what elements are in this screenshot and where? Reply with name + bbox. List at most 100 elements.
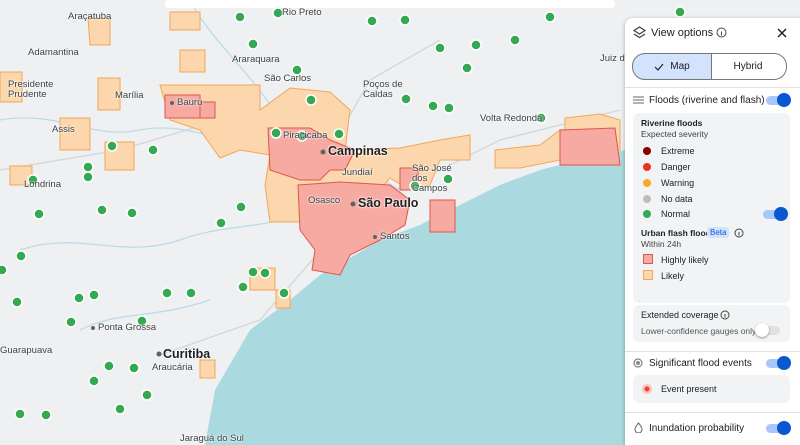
gauge-marker[interactable] <box>215 217 227 229</box>
gauge-marker[interactable] <box>33 208 45 220</box>
normal-swatch <box>643 210 651 218</box>
gauge-marker[interactable] <box>442 173 454 185</box>
extreme-swatch <box>643 147 651 155</box>
hybrid-button-label: Hybrid <box>733 61 763 72</box>
city-label: Rio Preto <box>282 7 322 18</box>
gauge-marker[interactable] <box>27 174 39 186</box>
gauge-marker[interactable] <box>103 360 115 372</box>
city-label: Santos <box>380 231 410 242</box>
gauge-marker[interactable] <box>259 267 271 279</box>
close-button[interactable] <box>777 28 787 38</box>
search-bar-edge <box>165 0 615 8</box>
city-label: Guarapuava <box>0 345 53 356</box>
gauge-marker[interactable] <box>399 14 411 26</box>
gauge-marker[interactable] <box>82 161 94 173</box>
gauge-marker[interactable] <box>114 403 126 415</box>
gauge-marker[interactable] <box>128 362 140 374</box>
gauge-marker[interactable] <box>235 201 247 213</box>
check-icon <box>654 63 664 71</box>
gauge-marker[interactable] <box>544 11 556 23</box>
gauge-marker[interactable] <box>247 38 259 50</box>
legend-subtitle: Within 24h <box>641 239 682 249</box>
info-icon[interactable] <box>720 310 730 320</box>
legend-item: Normal <box>661 209 691 219</box>
flood-icon <box>633 96 644 104</box>
city-label: Marília <box>115 90 144 101</box>
gauge-marker[interactable] <box>11 296 23 308</box>
city-label: Jaraguá do Sul <box>180 433 244 444</box>
gauge-marker[interactable] <box>272 7 284 19</box>
gauge-marker[interactable] <box>270 127 282 139</box>
floods-toggle[interactable] <box>766 93 791 107</box>
no-data-swatch <box>643 195 651 203</box>
legend-item: Highly likely <box>661 255 709 265</box>
gauge-marker[interactable] <box>366 15 378 27</box>
panel-title: View options <box>651 27 714 39</box>
event-icon <box>633 358 643 368</box>
legend-item: Likely <box>661 271 685 281</box>
city-label: Araçatuba <box>68 11 112 22</box>
gauge-marker[interactable] <box>237 281 249 293</box>
gauge-marker[interactable] <box>247 266 259 278</box>
gauge-marker[interactable] <box>106 140 118 152</box>
gauge-marker[interactable] <box>96 204 108 216</box>
highly-likely-areas <box>164 94 621 276</box>
divider <box>625 87 800 88</box>
city-label: Araucária <box>152 362 193 373</box>
gauge-marker[interactable] <box>40 409 52 421</box>
gauge-marker[interactable] <box>509 34 521 46</box>
extended-toggle[interactable] <box>755 323 780 337</box>
city-label: Presidente Prudente <box>8 79 54 100</box>
gauge-marker[interactable] <box>400 93 412 105</box>
gauge-marker[interactable] <box>15 250 27 262</box>
gauge-marker[interactable] <box>65 316 77 328</box>
city-label: Juiz de <box>600 53 631 64</box>
city-label: Volta Redonda <box>480 113 543 124</box>
extended-option: Lower-confidence gauges only <box>641 326 757 336</box>
city-markers <box>91 101 377 357</box>
gauge-marker[interactable] <box>234 11 246 23</box>
gauge-marker[interactable] <box>333 128 345 140</box>
city-label: São Paulo <box>358 196 419 210</box>
gauge-marker[interactable] <box>427 100 439 112</box>
drop-icon <box>634 422 643 433</box>
gauge-marker[interactable] <box>434 42 446 54</box>
gauge-marker[interactable] <box>14 408 26 420</box>
gauge-marker[interactable] <box>82 171 94 183</box>
gauge-marker[interactable] <box>161 287 173 299</box>
gauge-marker[interactable] <box>278 287 290 299</box>
gauge-marker[interactable] <box>461 62 473 74</box>
city-label: Curitiba <box>163 347 211 361</box>
gauge-marker[interactable] <box>535 112 547 124</box>
gauge-marker[interactable] <box>185 287 197 299</box>
city-label: Campinas <box>328 144 388 158</box>
city-label: Bauru <box>177 97 203 108</box>
events-toggle[interactable] <box>766 356 791 370</box>
gauge-marker[interactable] <box>470 39 482 51</box>
gauge-marker[interactable] <box>88 375 100 387</box>
likely-swatch <box>643 270 653 280</box>
map-button[interactable]: Map <box>632 53 712 80</box>
gauge-marker[interactable] <box>409 180 421 192</box>
legend-box <box>633 113 790 303</box>
gauge-marker[interactable] <box>147 144 159 156</box>
normal-toggle[interactable] <box>763 207 788 221</box>
inundation-toggle[interactable] <box>766 421 791 435</box>
info-icon[interactable] <box>716 27 727 38</box>
gauge-marker[interactable] <box>291 64 303 76</box>
gauge-marker[interactable] <box>305 94 317 106</box>
gauge-marker[interactable] <box>443 102 455 114</box>
info-icon[interactable] <box>734 228 744 238</box>
gauge-marker[interactable] <box>0 264 8 276</box>
gauge-marker[interactable] <box>88 289 100 301</box>
events-box <box>633 375 790 403</box>
city-label: São Carlos <box>264 73 311 84</box>
gauge-marker[interactable] <box>73 292 85 304</box>
gauge-marker[interactable] <box>141 389 153 401</box>
gauge-marker[interactable] <box>136 315 148 327</box>
legend-item: Danger <box>661 162 691 172</box>
highly-likely-swatch <box>643 254 653 264</box>
gauge-marker[interactable] <box>126 207 138 219</box>
gauge-marker[interactable] <box>674 6 686 18</box>
hybrid-button[interactable]: Hybrid <box>710 53 787 80</box>
